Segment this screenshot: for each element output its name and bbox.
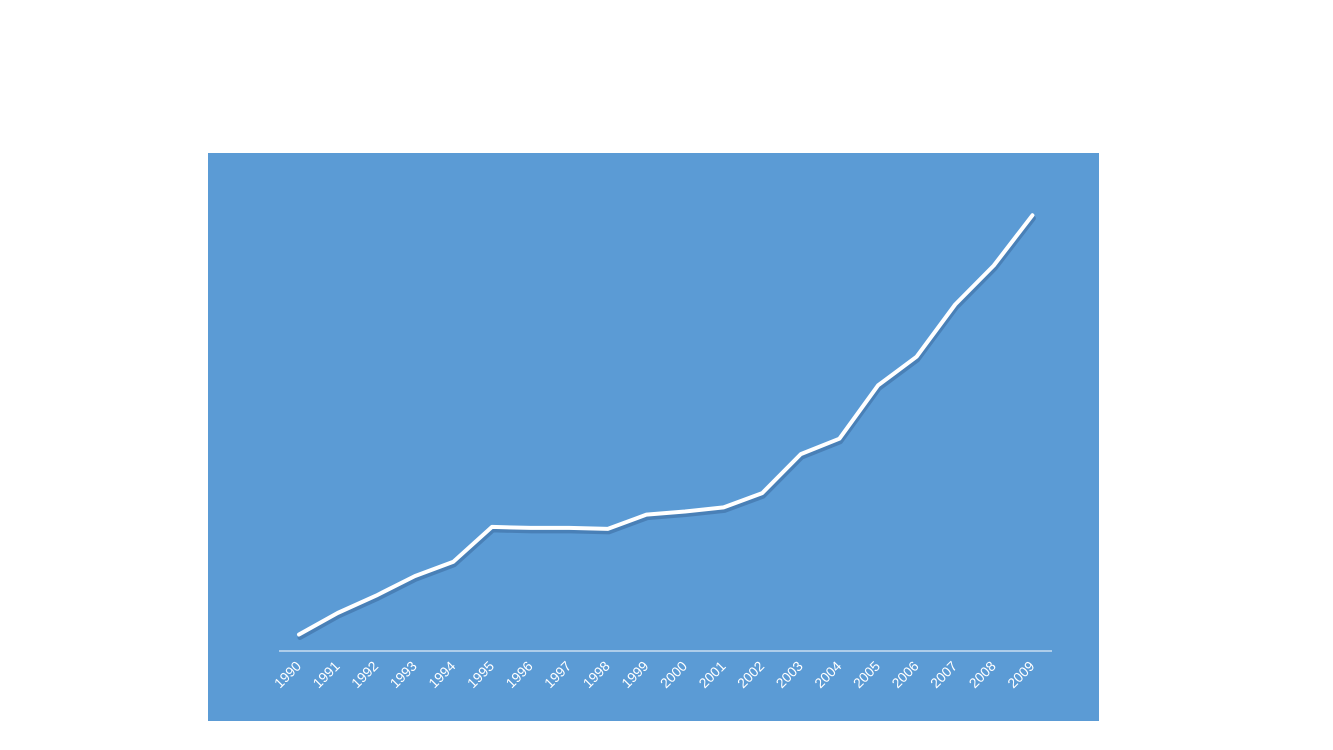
line-chart: 1990 1991 1992 1993 1994 1995 1996 1997 1998 1999… [208,153,1099,721]
series-line-shadow [297,215,1036,640]
chart-panel: 1990 1991 1992 1993 1994 1995 1996 1997 1998 1999… [208,153,1099,721]
drop-lines [298,215,1034,649]
plot-background [208,153,1099,721]
series-line [297,213,1035,637]
